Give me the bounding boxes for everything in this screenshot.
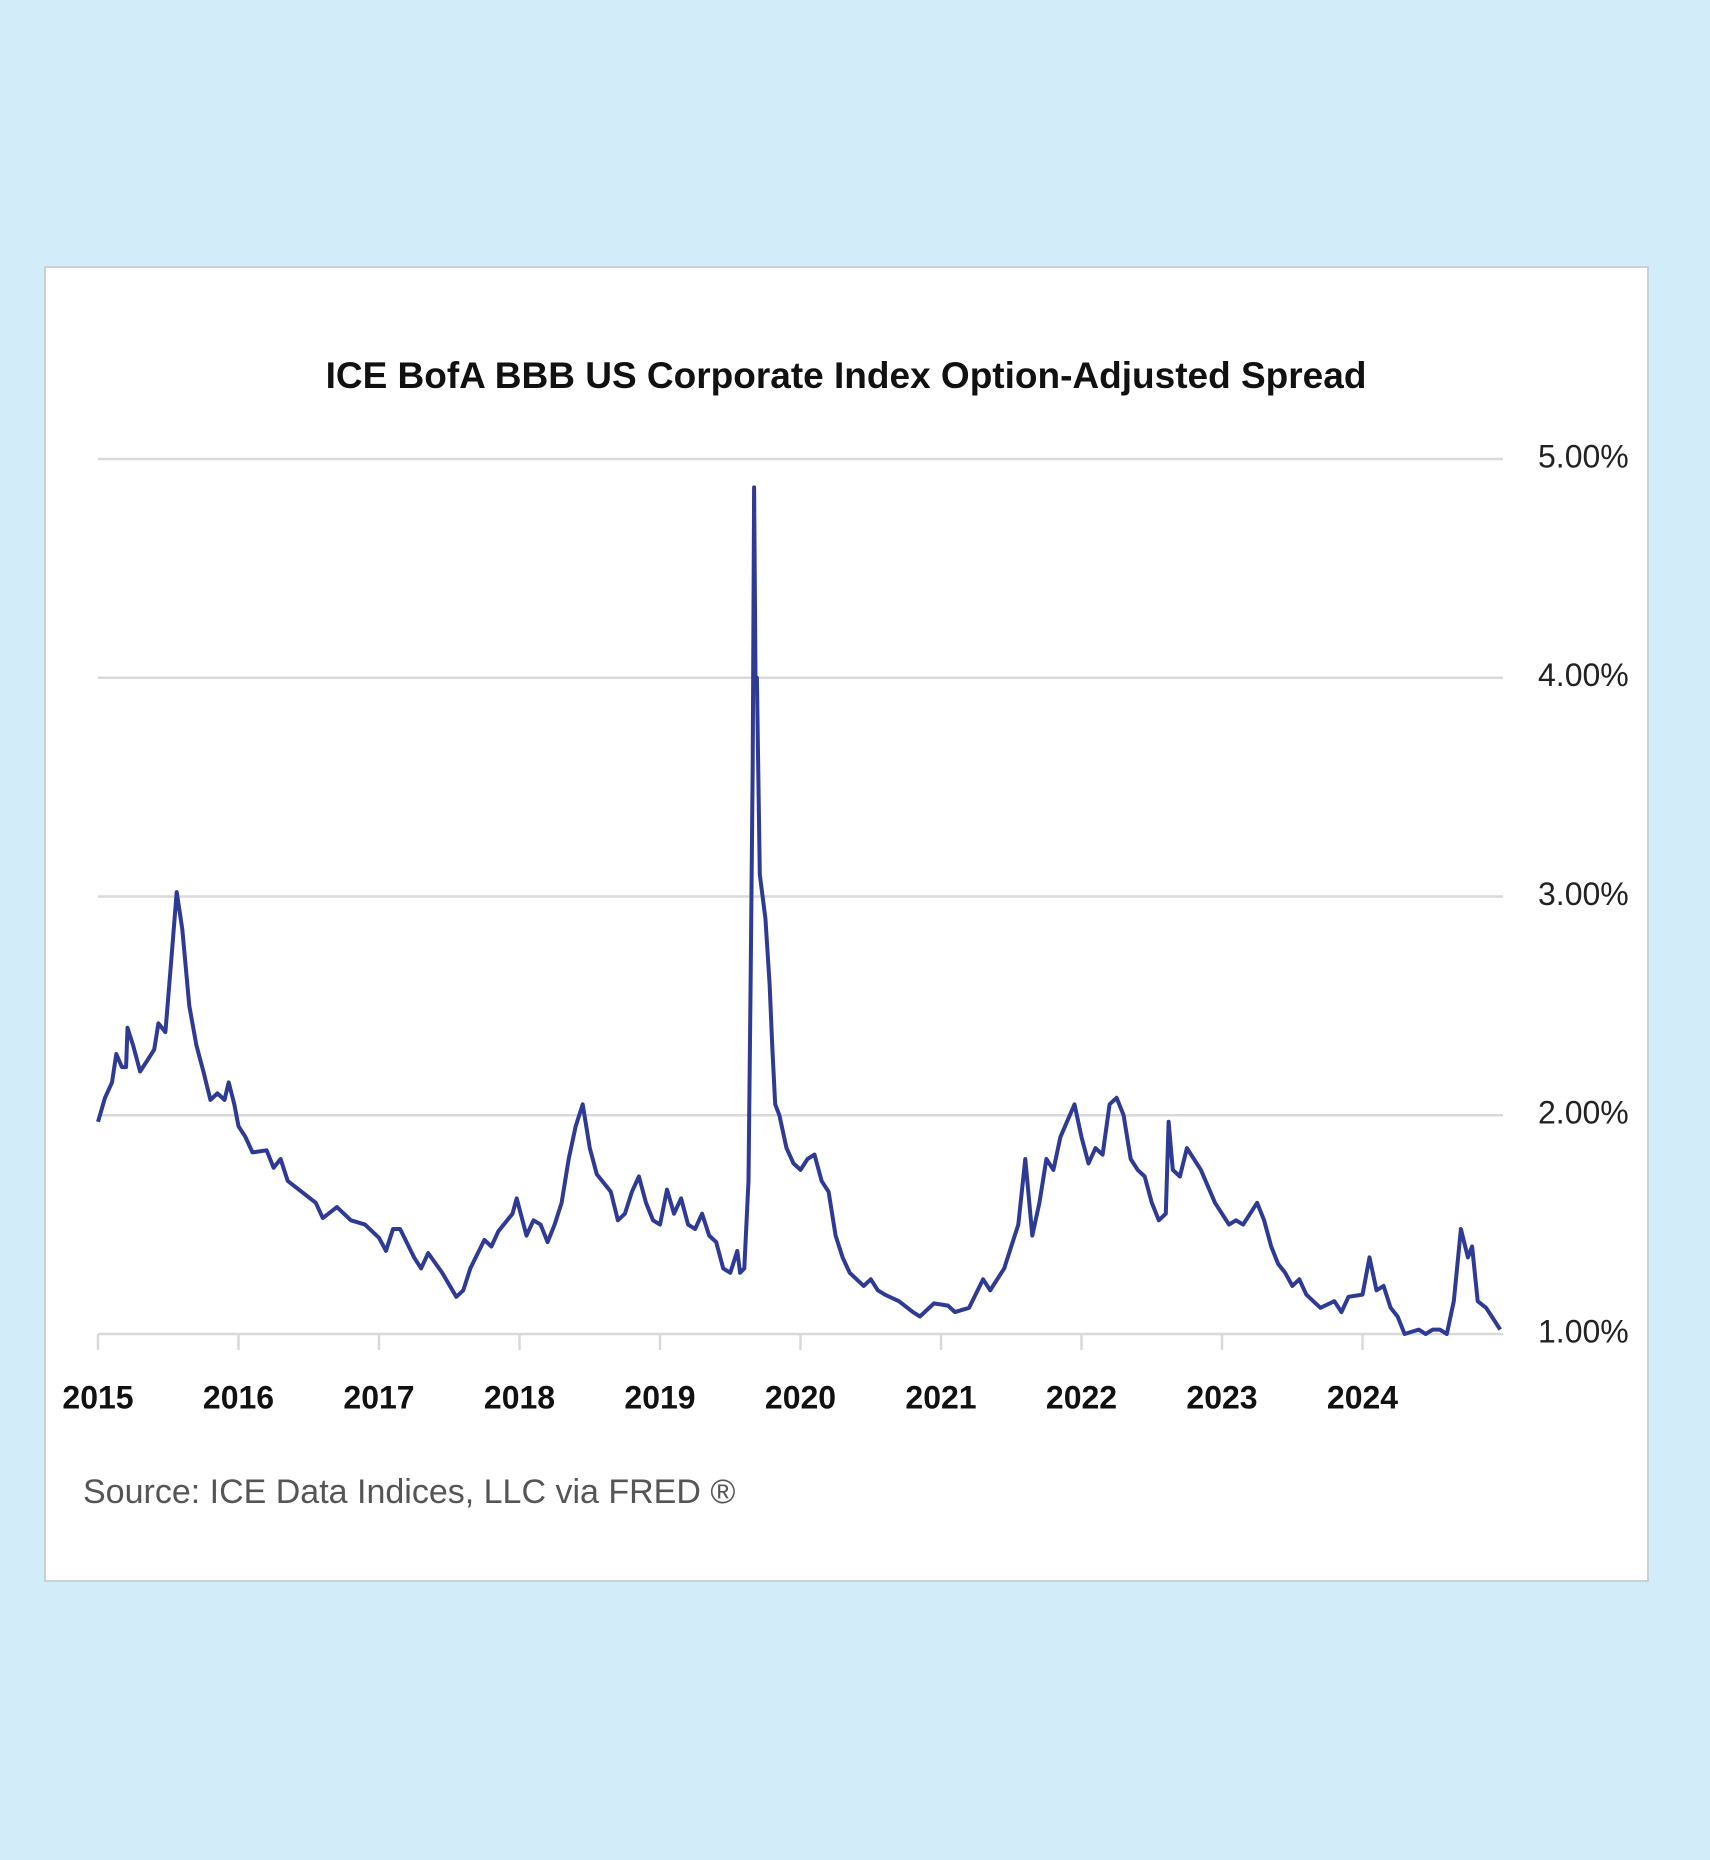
y-tick-label: 5.00%	[1538, 438, 1629, 474]
x-tick-label: 2015	[62, 1379, 133, 1415]
x-tick-label: 2019	[624, 1379, 695, 1415]
y-tick-label: 2.00%	[1538, 1095, 1629, 1131]
x-tick-label: 2018	[484, 1379, 555, 1415]
source-note: Source: ICE Data Indices, LLC via FRED ®	[83, 1473, 735, 1511]
x-tick-label: 2016	[203, 1379, 274, 1415]
x-tick-label: 2020	[765, 1379, 836, 1415]
y-tick-label: 3.00%	[1538, 876, 1629, 912]
x-tick-label: 2024	[1327, 1379, 1398, 1415]
y-tick-label: 4.00%	[1538, 657, 1629, 693]
x-tick-label: 2017	[343, 1379, 414, 1415]
chart-panel	[44, 266, 1649, 1582]
x-tick-label: 2021	[905, 1379, 976, 1415]
x-tick-label: 2023	[1186, 1379, 1257, 1415]
chart-title: ICE BofA BBB US Corporate Index Option-A…	[326, 355, 1367, 396]
series-line	[96, 485, 1502, 1336]
x-tick-label: 2022	[1046, 1379, 1117, 1415]
y-tick-label: 1.00%	[1538, 1313, 1629, 1349]
